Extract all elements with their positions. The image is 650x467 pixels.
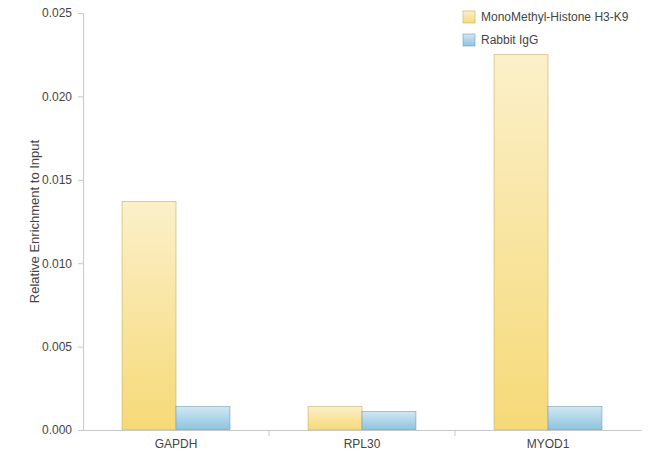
tick-label: GAPDH bbox=[155, 437, 198, 451]
tick-label: 0.005 bbox=[42, 340, 72, 354]
tick-mark bbox=[78, 347, 83, 348]
bar-series bbox=[176, 407, 602, 430]
tick-label: 0.000 bbox=[42, 423, 72, 437]
legend-item: Rabbit IgG bbox=[463, 33, 538, 47]
legend: MonoMethyl-Histone H3-K9 Rabbit IgG bbox=[463, 10, 629, 47]
band-separator bbox=[455, 430, 456, 436]
bar bbox=[308, 407, 362, 430]
tick: 0.015 bbox=[42, 173, 83, 187]
bar bbox=[176, 407, 230, 430]
legend-label: MonoMethyl-Histone H3-K9 bbox=[481, 10, 629, 24]
tick: 0.020 bbox=[42, 90, 83, 104]
legend-swatch bbox=[463, 34, 475, 46]
axis-line bbox=[84, 430, 642, 431]
tick: 0.005 bbox=[42, 340, 83, 354]
band-separator bbox=[269, 430, 270, 436]
tick-label: MYOD1 bbox=[527, 437, 570, 451]
band-separators bbox=[269, 430, 455, 436]
tick-label: 0.020 bbox=[42, 90, 72, 104]
tick: 0.010 bbox=[42, 257, 83, 271]
plot: 0.000 0.005 0.010 0.015 0.020 0.025 GAPDH RPL30… bbox=[42, 6, 642, 450]
x-axis: GAPDH RPL30 MYOD1 bbox=[84, 430, 642, 451]
tick-mark bbox=[78, 180, 83, 181]
tick-mark bbox=[78, 430, 83, 431]
bar bbox=[122, 201, 176, 430]
tick-label: RPL30 bbox=[344, 437, 381, 451]
tick-mark bbox=[78, 96, 83, 97]
tick-label: 0.015 bbox=[42, 173, 72, 187]
bar bbox=[548, 407, 602, 430]
legend-item: MonoMethyl-Histone H3-K9 bbox=[463, 10, 629, 24]
tick: RPL30 bbox=[344, 430, 381, 451]
tick: GAPDH bbox=[155, 430, 198, 451]
axis-line bbox=[78, 14, 84, 431]
tick: 0.000 bbox=[42, 423, 83, 437]
bar bbox=[362, 412, 416, 430]
chart: 0.000 0.005 0.010 0.015 0.020 0.025 GAPDH RPL30… bbox=[0, 0, 650, 467]
y-axis: 0.000 0.005 0.010 0.015 0.020 0.025 bbox=[42, 6, 84, 437]
bar bbox=[494, 55, 548, 430]
legend-swatch bbox=[463, 11, 475, 23]
bars bbox=[122, 55, 602, 430]
tick: 0.025 bbox=[42, 6, 83, 20]
bar-series bbox=[122, 55, 548, 430]
axis-title: Relative Enrichment to Input bbox=[27, 139, 42, 303]
legend-label: Rabbit IgG bbox=[481, 33, 538, 47]
tick-mark bbox=[78, 13, 83, 14]
tick-mark bbox=[78, 263, 83, 264]
tick: MYOD1 bbox=[527, 430, 570, 451]
tick-label: 0.010 bbox=[42, 257, 72, 271]
tick-label: 0.025 bbox=[42, 6, 72, 20]
